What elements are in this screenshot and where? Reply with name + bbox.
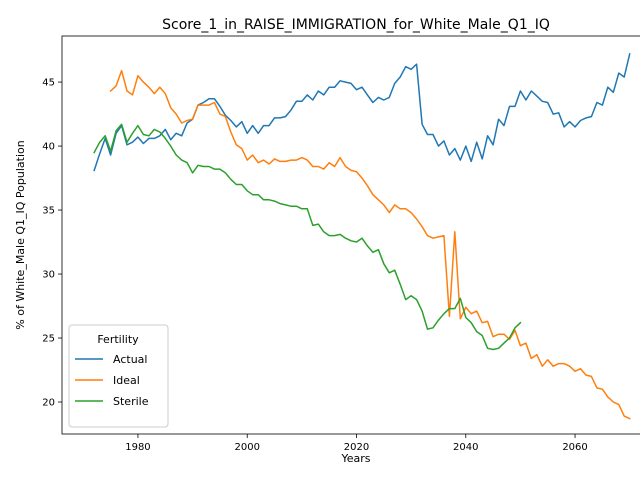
x-tick-label: 2020	[344, 442, 369, 453]
x-tick-label: 2000	[234, 442, 259, 453]
x-tick-label: 2060	[562, 442, 587, 453]
y-axis-title: % of White_Male Q1_IQ Population	[14, 140, 27, 329]
x-axis-title: Years	[340, 452, 370, 465]
y-tick-label: 20	[42, 398, 55, 409]
y-tick-label: 40	[42, 142, 55, 153]
y-tick-label: 30	[42, 270, 55, 281]
legend-label-actual: Actual	[113, 353, 147, 366]
series-layer	[93, 52, 631, 420]
legend-label-ideal: Ideal	[113, 374, 140, 387]
y-tick-label: 25	[42, 334, 55, 345]
series-line-sterile	[93, 123, 522, 351]
legend-title: Fertility	[97, 333, 139, 346]
legend: Fertility Actual Ideal Sterile	[68, 324, 169, 428]
y-tick-label: 45	[42, 78, 55, 89]
series-line-actual	[93, 52, 631, 172]
legend-label-sterile: Sterile	[113, 395, 149, 408]
x-tick-label: 1980	[125, 442, 150, 453]
chart-title: Score_1_in_RAISE_IMMIGRATION_for_White_M…	[162, 17, 550, 33]
y-tick-label: 35	[42, 206, 55, 217]
y-axis: 20 25 30 35 40 45	[42, 78, 62, 409]
x-axis: 1980 2000 2020 2040 2060	[125, 434, 588, 453]
legend-items: Actual Ideal Sterile	[75, 353, 149, 408]
series-line-ideal	[109, 69, 631, 420]
x-tick-label: 2040	[453, 442, 478, 453]
